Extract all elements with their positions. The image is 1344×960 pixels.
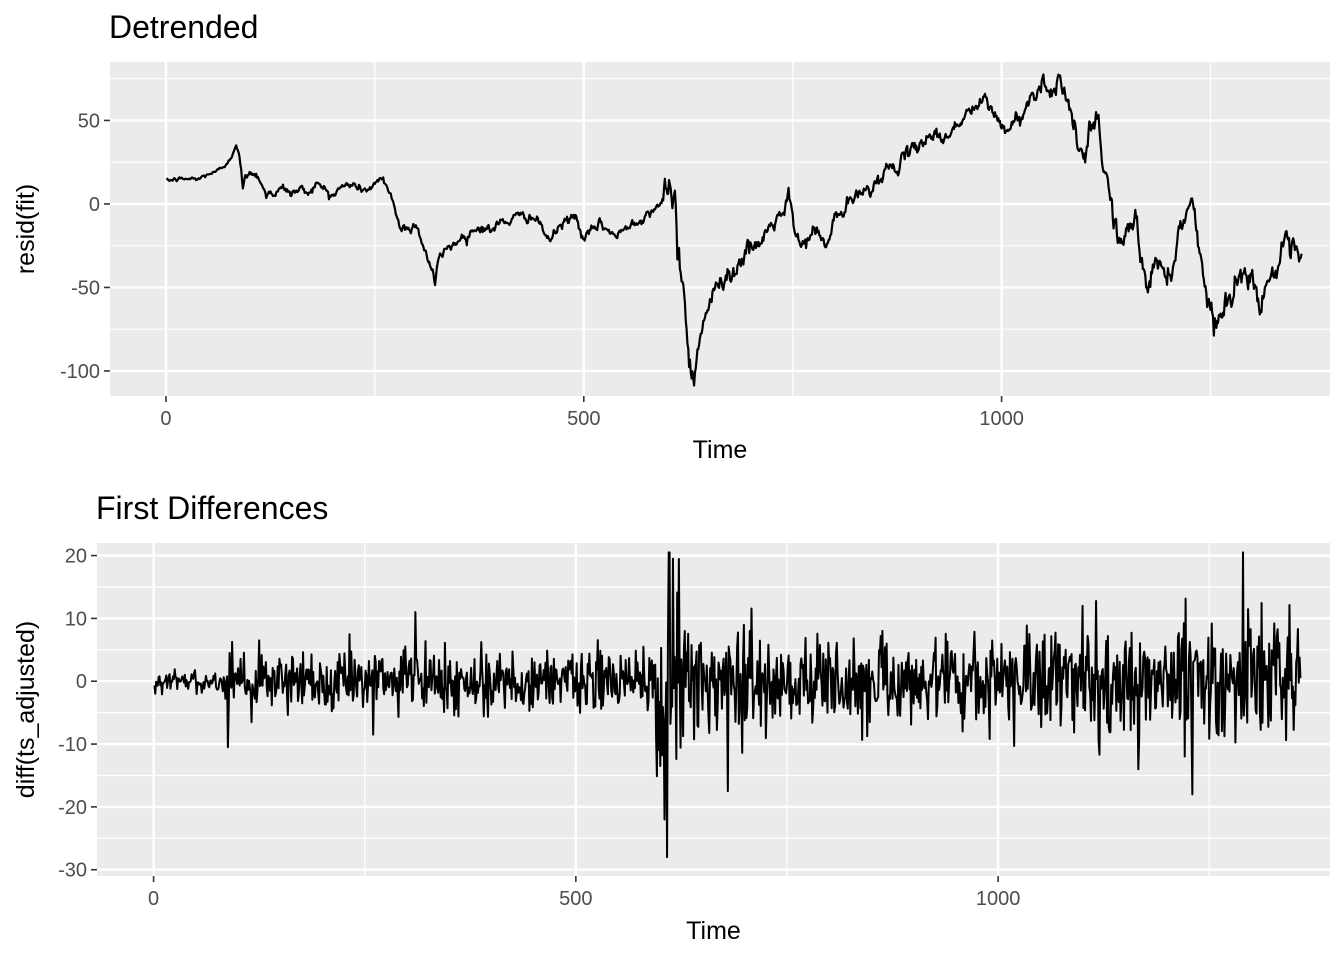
first-differences-y-tick-label: 10 — [65, 608, 87, 630]
detrended-y-tick-label: 0 — [89, 194, 100, 216]
first-differences-title: First Differences — [96, 490, 328, 526]
detrended-series-line — [165, 73, 1303, 387]
first-differences-y-tick-label: -10 — [58, 734, 87, 756]
first-differences-series-line — [153, 551, 1302, 859]
detrended-x-tick-label: 0 — [160, 408, 171, 430]
detrended-y-tick-label: -100 — [60, 361, 100, 383]
detrended-y-tick-label: -50 — [71, 277, 100, 299]
detrended-chart: Detrended Time resid(fit) 0 500 1000500-50… — [12, 9, 1330, 464]
detrended-y-tick-label: 50 — [78, 110, 100, 132]
first-differences-y-tick-label: 20 — [65, 546, 87, 568]
detrended-x-tick-label: 500 — [567, 408, 600, 430]
first-differences-x-tick-label: 0 — [148, 888, 159, 910]
first-differences-y-tick-label: -20 — [58, 797, 87, 819]
first-differences-y-tick-label: 0 — [76, 671, 87, 693]
first-differences-x-tick-label: 500 — [559, 888, 592, 910]
first-differences-x-axis-label: Time — [686, 917, 741, 945]
first-differences-chart: First Differences Time diff(ts_adjusted)… — [12, 490, 1330, 945]
first-differences-y-tick-label: -30 — [58, 860, 87, 882]
detrended-title: Detrended — [109, 9, 258, 45]
detrended-x-axis-label: Time — [693, 436, 748, 464]
first-differences-y-axis-label: diff(ts_adjusted) — [12, 621, 40, 798]
first-differences-x-tick-label: 1000 — [976, 888, 1021, 910]
detrended-panel-background — [110, 62, 1330, 396]
detrended-x-tick-label: 1000 — [979, 408, 1024, 430]
detrended-y-axis-label: resid(fit) — [12, 184, 40, 274]
